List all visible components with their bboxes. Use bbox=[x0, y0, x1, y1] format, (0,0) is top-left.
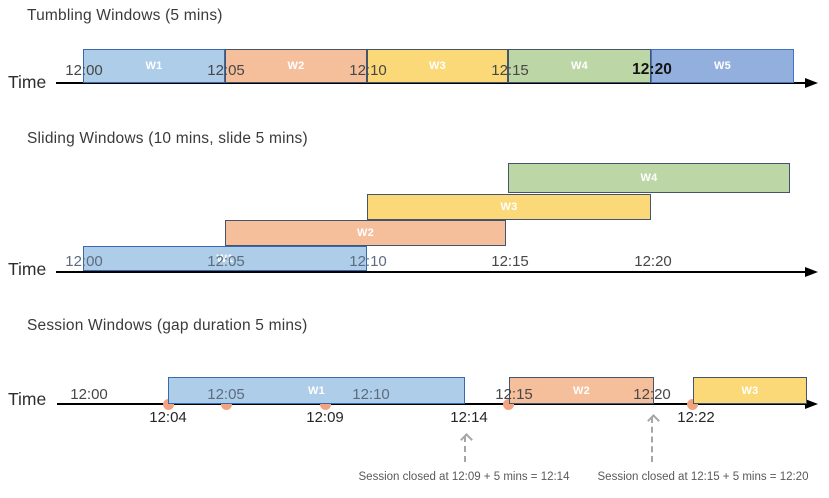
tumbling-window-w3: W3 bbox=[367, 49, 508, 83]
sliding-section-title: Sliding Windows (10 mins, slide 5 mins) bbox=[27, 130, 308, 147]
tick-label: 12:15 bbox=[491, 253, 529, 270]
tick-label: 12:10 bbox=[349, 62, 387, 79]
window-label: W2 bbox=[572, 384, 591, 397]
window-label: W3 bbox=[428, 60, 447, 72]
event-dot bbox=[503, 399, 514, 410]
window-label: W2 bbox=[356, 227, 375, 239]
tick-label: 12:10 bbox=[349, 253, 387, 270]
session-closed-annotation: Session closed at 12:09 + 5 mins = 12:14 bbox=[358, 471, 570, 483]
event-time-label: 12:04 bbox=[149, 409, 187, 426]
window-label: W2 bbox=[287, 60, 305, 72]
window-label: W4 bbox=[640, 172, 658, 184]
sliding-window-w3: W3 bbox=[367, 194, 651, 220]
session-closed-annotation: Session closed at 12:15 + 5 mins = 12:20 bbox=[597, 471, 809, 483]
session-section-title: Session Windows (gap duration 5 mins) bbox=[27, 317, 308, 334]
window-label: W5 bbox=[713, 60, 732, 72]
tick-label: 12:20 bbox=[634, 253, 672, 270]
tumbling-axis-arrowhead-icon bbox=[805, 78, 818, 88]
up-arrow-icon bbox=[464, 436, 466, 462]
sliding-timeline-axis bbox=[56, 271, 807, 273]
event-time-label: 12:22 bbox=[677, 409, 715, 426]
window-label: W1 bbox=[216, 252, 234, 265]
window-label: W1 bbox=[145, 60, 163, 72]
up-arrow-icon bbox=[651, 417, 653, 462]
tick-label: 12:00 bbox=[70, 386, 108, 403]
tick-label: 12:05 bbox=[207, 386, 245, 403]
window-label: W3 bbox=[741, 384, 759, 397]
event-time-label: 12:09 bbox=[306, 409, 344, 426]
tick-label: 12:10 bbox=[352, 386, 390, 403]
tick-label: 12:00 bbox=[65, 253, 103, 270]
session-window-w3: W3 bbox=[693, 377, 807, 404]
tick-label: 12:00 bbox=[65, 62, 103, 79]
sliding-time-axis-label: Time bbox=[8, 259, 47, 279]
session-window-w2: W2 bbox=[509, 377, 654, 404]
session-time-axis-label: Time bbox=[8, 389, 47, 409]
sliding-window-w4: W4 bbox=[508, 163, 790, 193]
tumbling-window-w2: W2 bbox=[225, 49, 367, 83]
tumbling-window-w5: W5 bbox=[651, 49, 794, 83]
sliding-window-w2: W2 bbox=[225, 220, 506, 246]
tick-label: 12:15 bbox=[495, 386, 533, 403]
window-label: W1 bbox=[307, 384, 326, 397]
tick-label: 12:20 bbox=[633, 386, 671, 403]
tumbling-window-w1: W1 bbox=[83, 49, 225, 83]
tumbling-time-axis-label: Time bbox=[8, 72, 47, 92]
event-dot bbox=[687, 399, 698, 410]
session-axis-arrowhead-icon bbox=[805, 399, 818, 409]
event-time-label: 12:14 bbox=[450, 409, 488, 426]
tumbling-section-title: Tumbling Windows (5 mins) bbox=[27, 7, 223, 24]
session-timeline-axis bbox=[57, 403, 807, 405]
session-window-w1: W1 bbox=[168, 377, 465, 404]
event-dot bbox=[320, 399, 331, 410]
event-dot bbox=[163, 399, 174, 410]
tick-label: 12:05 bbox=[207, 62, 245, 79]
tick-label: 12:05 bbox=[207, 253, 245, 270]
window-label: W3 bbox=[500, 201, 518, 213]
event-dot bbox=[221, 399, 232, 410]
window-label: W4 bbox=[570, 60, 589, 72]
tumbling-window-w4: W4 bbox=[508, 49, 651, 83]
sliding-axis-arrowhead-icon bbox=[805, 267, 818, 277]
sliding-window-w1: W1 bbox=[83, 246, 367, 271]
tick-label: 12:20 bbox=[632, 61, 672, 78]
tumbling-timeline-axis bbox=[56, 82, 807, 84]
tick-label: 12:15 bbox=[491, 62, 529, 79]
